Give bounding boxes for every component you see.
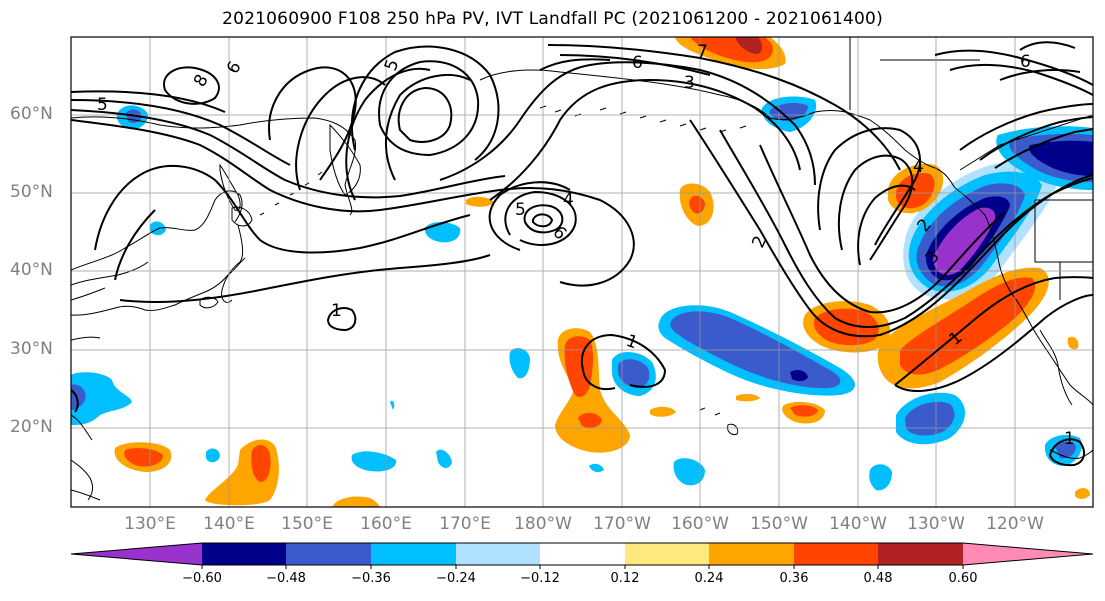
pv-contours — [71, 41, 1093, 467]
lat-label: 20°N — [10, 417, 53, 437]
colorbar-tick-label: 0.24 — [694, 571, 724, 586]
contour-label: 1 — [1064, 429, 1075, 449]
colorbar-bin — [371, 543, 456, 565]
contour-label: 1 — [331, 301, 342, 321]
lon-label: 170°W — [593, 514, 651, 534]
colorbar-bin — [878, 543, 963, 565]
contour-label: 5 — [97, 95, 108, 115]
gridlines — [71, 37, 1093, 507]
map-frame — [70, 36, 1094, 508]
colorbar-tick-label: −0.48 — [266, 571, 306, 586]
colorbar-tick-label: 0.60 — [948, 571, 978, 586]
lon-label: 130°E — [124, 514, 176, 534]
colorbar-bin — [456, 543, 540, 565]
colorbar-tick-label: −0.60 — [182, 571, 222, 586]
contour-label: 5 — [515, 200, 526, 220]
lon-label: 150°W — [750, 514, 808, 534]
contour-label: 7 — [697, 42, 708, 62]
map-title: 2021060900 F108 250 hPa PV, IVT Landfall… — [222, 9, 883, 29]
colorbar-tick-label: −0.36 — [351, 571, 391, 586]
colorbar — [70, 542, 1094, 569]
lon-label: 140°E — [203, 514, 255, 534]
colorbar-tick-label: −0.24 — [436, 571, 476, 586]
colorbar-tick-label: 0.48 — [863, 571, 893, 586]
contour-label: 6 — [548, 222, 570, 244]
colorbar-extend-low — [71, 543, 202, 565]
contour-label: 6 — [632, 53, 643, 73]
colorbar-bin — [625, 543, 709, 565]
colorbar-tick-label: −0.12 — [520, 571, 560, 586]
ivt-shading — [71, 37, 1093, 507]
lat-label: 50°N — [10, 182, 53, 202]
lat-label: 30°N — [10, 339, 53, 359]
lon-label: 120°W — [986, 514, 1044, 534]
contour-label: 6 — [223, 58, 246, 77]
colorbar-bin — [540, 543, 625, 565]
lon-label: 140°W — [829, 514, 887, 534]
contour-label: 3 — [684, 73, 695, 93]
colorbar-bin — [286, 543, 371, 565]
contour-label: 6 — [1020, 52, 1031, 72]
contour-label: 2 — [748, 233, 771, 251]
colorbar-bin — [794, 543, 878, 565]
lat-label: 60°N — [10, 104, 53, 124]
contour-label: 5 — [381, 57, 403, 74]
colorbar-tick-label: 0.12 — [610, 571, 640, 586]
contour-label: 4 — [563, 190, 574, 210]
contour-label: 4 — [913, 157, 924, 177]
colorbar-extend-high — [963, 543, 1093, 565]
lon-label: 160°E — [360, 514, 412, 534]
colorbar-bin — [709, 543, 794, 565]
colorbar-tick-label: 0.36 — [779, 571, 809, 586]
lon-label: 170°E — [439, 514, 491, 534]
lon-label: 130°W — [907, 514, 965, 534]
lon-label: 180°W — [514, 514, 572, 534]
lon-label: 160°W — [671, 514, 729, 534]
lat-label: 40°N — [10, 260, 53, 280]
lon-label: 150°E — [281, 514, 333, 534]
colorbar-bin — [202, 543, 286, 565]
